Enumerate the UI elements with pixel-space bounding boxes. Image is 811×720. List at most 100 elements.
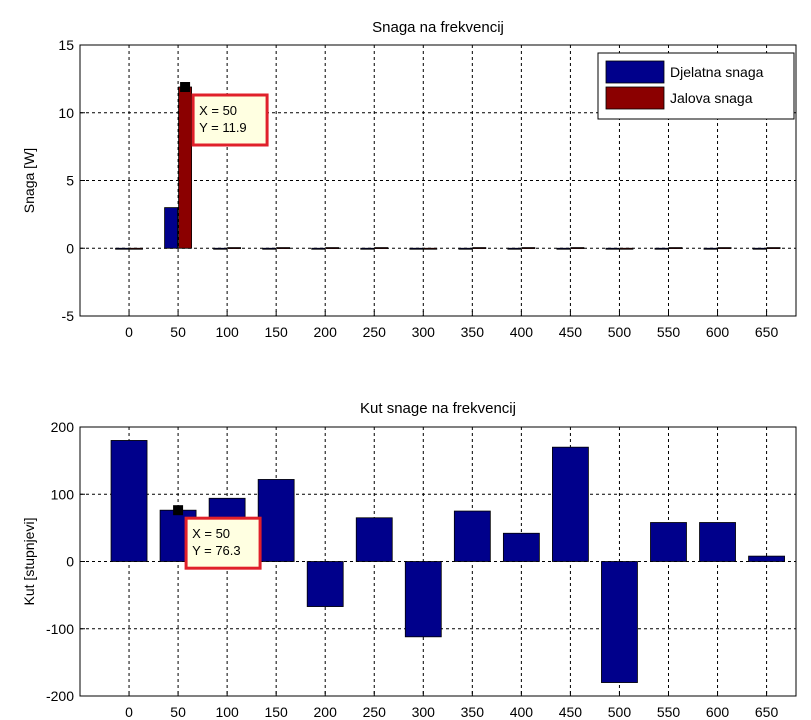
bar	[748, 555, 785, 562]
legend-label: Djelatna snaga	[670, 64, 764, 80]
x-tick-label: 350	[461, 324, 485, 340]
x-tick-label: 50	[170, 704, 186, 720]
x-tick-label: 450	[559, 324, 583, 340]
bar	[423, 247, 438, 250]
x-tick-label: 150	[264, 324, 288, 340]
x-tick-label: 650	[755, 324, 779, 340]
bar	[752, 247, 767, 250]
bar	[556, 247, 571, 250]
x-tick-label: 350	[461, 704, 485, 720]
bar	[552, 446, 589, 562]
x-tick-label: 550	[657, 704, 681, 720]
bar	[601, 561, 638, 683]
bar	[699, 522, 736, 562]
x-tick-label: 0	[125, 324, 133, 340]
y-tick-label: -200	[46, 688, 74, 704]
data-tip-x: X = 50	[199, 103, 237, 118]
data-tip-y: Y = 76.3	[192, 543, 241, 558]
y-axis-label: Snaga [W]	[21, 148, 37, 213]
bar	[654, 247, 669, 250]
y-tick-label: 10	[58, 105, 74, 121]
bar	[115, 247, 129, 250]
data-tip: X = 50 Y = 11.9	[180, 82, 269, 147]
data-tip-box	[191, 93, 269, 147]
bar	[276, 247, 291, 249]
x-tick-label: 250	[363, 704, 387, 720]
legend-swatch	[605, 60, 665, 84]
bar	[717, 247, 732, 249]
x-tick-label: 100	[215, 704, 239, 720]
data-tip-y: Y = 11.9	[199, 120, 247, 135]
bar	[355, 517, 393, 562]
chart-panel-2: -200 -100 0 100 200 0 50 100 150 200 250 300 350 400 4…	[21, 400, 797, 720]
bar	[110, 440, 148, 562]
bar	[766, 247, 781, 249]
bar	[213, 247, 228, 250]
bar	[605, 247, 620, 250]
x-tick-label: 450	[559, 704, 583, 720]
chart-title: Kut snage na frekvencij	[360, 400, 516, 417]
y-tick-label: 100	[51, 486, 75, 502]
bar	[453, 510, 491, 562]
bar	[262, 247, 277, 250]
bar	[521, 247, 536, 249]
bar	[502, 532, 540, 562]
x-tick-label: 200	[314, 324, 338, 340]
legend: Djelatna snaga Jalova snaga	[597, 52, 795, 120]
bar	[668, 247, 683, 249]
x-tick-label: 500	[608, 324, 632, 340]
x-tick-label: 600	[706, 324, 730, 340]
y-tick-label: -5	[62, 308, 75, 324]
y-tick-label: 5	[66, 173, 74, 189]
bar	[178, 86, 192, 249]
y-tick-label: 0	[66, 240, 74, 256]
x-tick-label: 250	[363, 324, 387, 340]
bar	[619, 247, 634, 250]
x-tick-label: 150	[264, 704, 288, 720]
bar	[472, 247, 487, 249]
x-tick-label: 550	[657, 324, 681, 340]
bar	[325, 247, 340, 249]
legend-swatch	[605, 86, 665, 110]
x-tick-label: 650	[755, 704, 779, 720]
bar	[311, 247, 326, 250]
data-tip-marker	[180, 82, 191, 93]
x-tick-label: 300	[412, 324, 436, 340]
data-tip: X = 50 Y = 76.3	[173, 505, 262, 570]
y-tick-label: 0	[66, 554, 74, 570]
bar	[409, 247, 424, 250]
y-axis-label: Kut [stupnjevi]	[21, 518, 37, 606]
bar	[570, 247, 585, 249]
bar	[458, 247, 473, 250]
bar	[404, 561, 442, 638]
x-tick-label: 300	[412, 704, 436, 720]
bar	[703, 247, 718, 250]
bar	[129, 247, 143, 250]
bar	[257, 479, 295, 562]
bar	[374, 247, 389, 249]
x-tick-label: 0	[125, 704, 133, 720]
bar	[164, 207, 178, 249]
x-tick-label: 100	[215, 324, 239, 340]
x-tick-label: 200	[314, 704, 338, 720]
y-tick-label: 15	[58, 37, 74, 53]
data-tip-x: X = 50	[192, 526, 230, 541]
data-tip-box	[184, 516, 262, 570]
x-tick-label: 400	[510, 704, 534, 720]
legend-label: Jalova snaga	[670, 90, 753, 106]
chart-title: Snaga na frekvencij	[372, 19, 504, 36]
x-tick-label: 50	[170, 324, 186, 340]
bar	[360, 247, 375, 250]
x-tick-label: 600	[706, 704, 730, 720]
bar	[306, 561, 344, 607]
data-tip-marker	[173, 505, 184, 516]
bar	[227, 247, 242, 249]
bar	[507, 247, 522, 250]
y-tick-label: -100	[46, 621, 74, 637]
bar	[650, 522, 687, 562]
x-tick-label: 400	[510, 324, 534, 340]
x-tick-label: 500	[608, 704, 632, 720]
y-tick-label: 200	[51, 419, 75, 435]
